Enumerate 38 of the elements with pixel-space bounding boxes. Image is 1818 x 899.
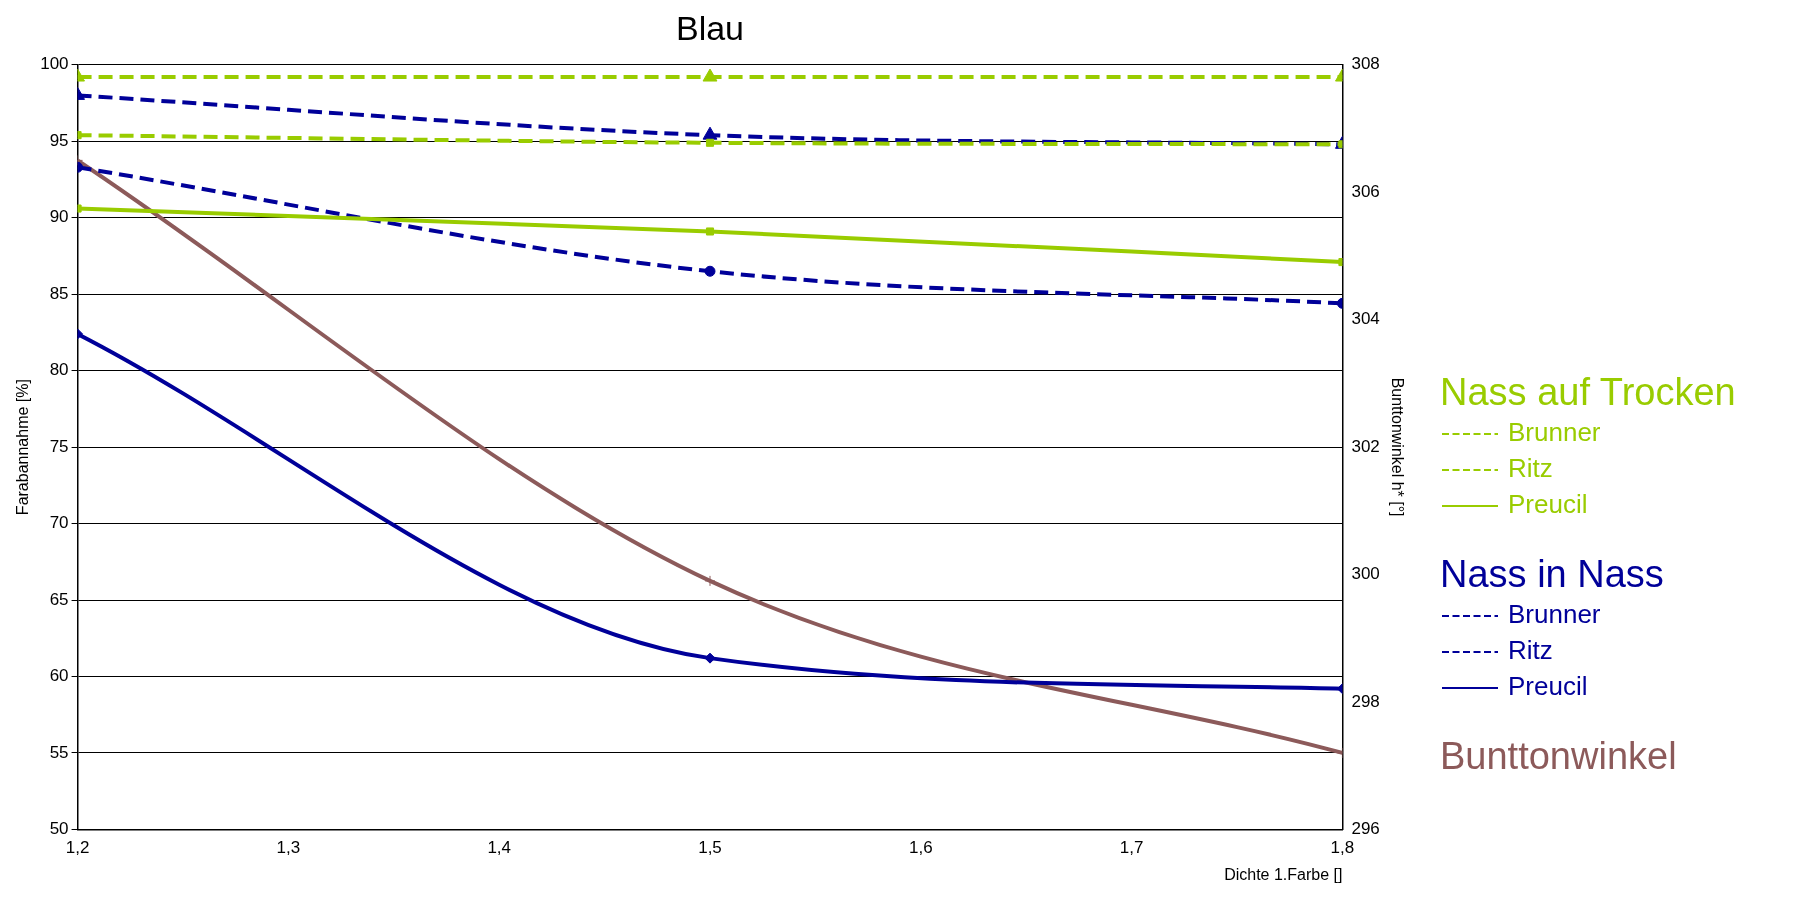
text: Bunttonwinkel xyxy=(1440,734,1678,778)
y-tick-label: 100 xyxy=(40,54,69,74)
legend-label: Brunner xyxy=(1508,416,1601,449)
y2-tick-label: 306 xyxy=(1351,181,1380,201)
y-tick-label: 80 xyxy=(49,360,69,380)
legend-label: Brunner xyxy=(1508,598,1601,631)
text: Nass in Nass xyxy=(1440,552,1665,596)
legend-label: Preucil xyxy=(1508,488,1588,521)
x-tick-label: 1,7 xyxy=(1119,838,1144,858)
y-tick-label: 65 xyxy=(49,589,69,609)
y-tick-label: 70 xyxy=(49,513,69,533)
y2-tick-label: 298 xyxy=(1351,691,1380,711)
x-tick-label: 1,6 xyxy=(908,838,933,858)
y2-tick-label: 300 xyxy=(1351,564,1380,584)
legend-label: Ritz xyxy=(1508,634,1553,667)
y-tick-label: 75 xyxy=(49,436,69,456)
x-tick-label: 1,3 xyxy=(276,838,301,858)
x-tick-label: 1,2 xyxy=(65,838,90,858)
y2-tick-label: 302 xyxy=(1351,436,1380,456)
y-tick-label: 55 xyxy=(49,742,69,762)
y-tick-label: 95 xyxy=(49,130,69,150)
x-tick-label: 1,8 xyxy=(1330,838,1355,858)
chart-title: Blau xyxy=(675,8,745,47)
x-tick-label: 1,5 xyxy=(698,838,722,858)
y2-tick-label: 308 xyxy=(1351,54,1380,74)
legend-label: Preucil xyxy=(1508,670,1588,703)
x-axis-title: Dichte 1.Farbe [] xyxy=(1224,865,1343,883)
x-tick-label: 1,4 xyxy=(487,838,512,858)
y-axis-title: Farabannahme [%] xyxy=(14,379,32,516)
y2-axis-title: Bunttonwinkel h* [°] xyxy=(1388,377,1406,517)
y-tick-label: 85 xyxy=(49,283,69,303)
y-tick-label: 50 xyxy=(49,819,69,839)
y-tick-label: 60 xyxy=(49,666,69,686)
text: Nass auf Trocken xyxy=(1440,370,1737,414)
y2-tick-label: 296 xyxy=(1351,819,1380,839)
y-tick-label: 90 xyxy=(49,207,69,227)
legend-label: Ritz xyxy=(1508,452,1553,485)
y2-tick-label: 304 xyxy=(1351,309,1380,329)
